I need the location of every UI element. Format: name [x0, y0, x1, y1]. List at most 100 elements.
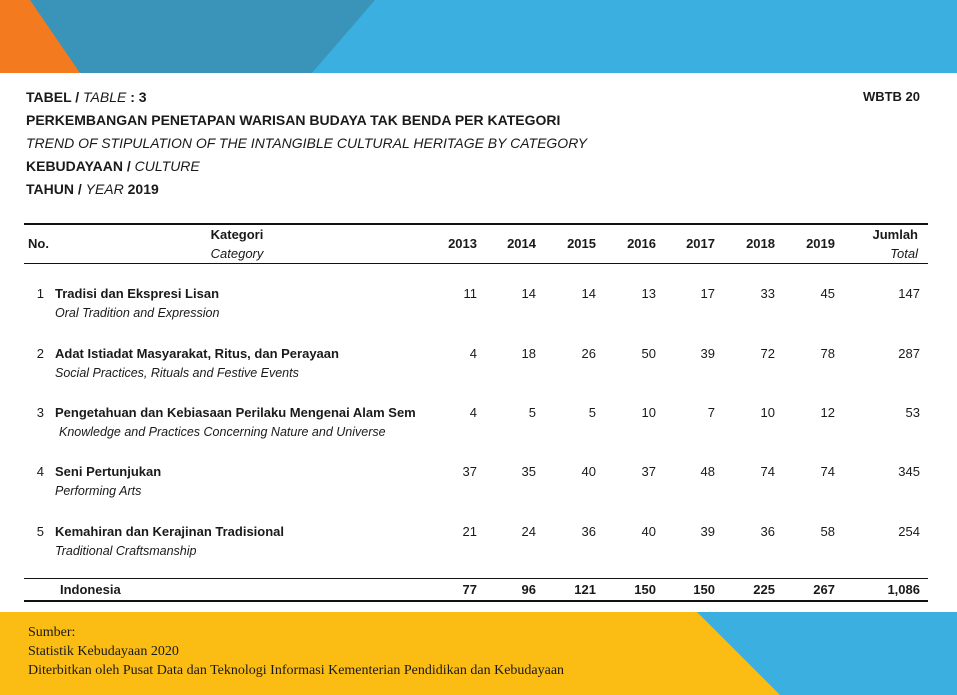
cell-value-2017: 39	[700, 346, 715, 361]
title-id: PERKEMBANGAN PENETAPAN WARISAN BUDAYA TA…	[26, 112, 561, 128]
cell-value-2018: 10	[760, 405, 775, 420]
cell-value-2014: 35	[521, 464, 536, 479]
col-header-category-en: Category	[210, 246, 264, 261]
footer-value-2015: 121	[574, 582, 596, 597]
col-header-year-2018: 2018	[746, 236, 775, 251]
cell-value-2015: 5	[588, 405, 596, 420]
col-header-year-2014: 2014	[507, 236, 536, 251]
footer-value-2019: 267	[813, 582, 835, 597]
category-name-id: Pengetahuan dan Kebiasaan Perilaku Menge…	[55, 405, 416, 420]
row-number: 2	[36, 346, 44, 361]
cell-value-2013: 37	[462, 464, 477, 479]
table-label-en: TABLE	[83, 89, 127, 105]
cell-value-2016: 10	[641, 405, 656, 420]
year-line: TAHUN / YEAR 2019	[26, 181, 159, 197]
footer-value-2013: 77	[462, 582, 477, 597]
category-name-id: Seni Pertunjukan	[55, 464, 162, 479]
cell-value-2013: 4	[469, 405, 477, 420]
year-label-en: YEAR	[85, 181, 124, 197]
cell-total: 53	[905, 405, 920, 420]
cell-value-2016: 37	[641, 464, 656, 479]
cell-value-2013: 21	[462, 524, 477, 539]
top-banner	[0, 0, 957, 73]
footer-total: 1,086	[887, 582, 920, 597]
table-footer-top-rule	[24, 578, 928, 579]
cell-total: 254	[898, 524, 920, 539]
table-number-line: TABEL / TABLE : 3	[26, 89, 147, 105]
source-label: Sumber:	[28, 625, 76, 640]
cell-value-2019: 45	[820, 286, 835, 301]
col-header-total-en: Total	[890, 246, 918, 261]
col-header-year-2015: 2015	[567, 236, 596, 251]
category-name-en: Traditional Craftsmanship	[55, 544, 197, 558]
category-name-en: Performing Arts	[55, 484, 142, 498]
cell-value-2018: 72	[760, 346, 775, 361]
table-bottom-rule	[24, 600, 928, 602]
cell-value-2013: 4	[469, 346, 477, 361]
domain-id: KEBUDAYAAN /	[26, 158, 131, 174]
cell-value-2014: 14	[521, 286, 536, 301]
source-line-1: Statistik Kebudayaan 2020	[28, 644, 179, 659]
category-name-id: Kemahiran dan Kerajinan Tradisional	[55, 524, 285, 539]
cell-value-2018: 36	[760, 524, 775, 539]
row-number: 1	[36, 286, 44, 301]
footer-value-2014: 96	[521, 582, 536, 597]
cell-value-2019: 58	[820, 524, 835, 539]
cell-value-2014: 24	[521, 524, 536, 539]
cell-value-2014: 5	[528, 405, 536, 420]
source-note: Sumber: Statistik Kebudayaan 2020 Diterb…	[28, 623, 564, 680]
category-name-id: Tradisi dan Ekspresi Lisan	[55, 286, 220, 301]
category-name-en: Social Practices, Rituals and Festive Ev…	[55, 366, 299, 380]
col-header-year-2017: 2017	[686, 236, 715, 251]
cell-total: 147	[898, 286, 920, 301]
col-header-total-id: Jumlah	[872, 227, 918, 242]
category-name-en: Knowledge and Practices Concerning Natur…	[59, 425, 386, 439]
cell-value-2018: 74	[760, 464, 775, 479]
row-number: 4	[36, 464, 44, 479]
table-number: : 3	[130, 89, 147, 105]
year-value: 2019	[127, 181, 159, 197]
footer-value-2018: 225	[753, 582, 775, 597]
col-header-no: No.	[28, 236, 49, 251]
cell-value-2015: 36	[581, 524, 596, 539]
cell-total: 287	[898, 346, 920, 361]
cell-value-2013: 11	[463, 286, 478, 301]
cell-value-2016: 50	[641, 346, 656, 361]
table-label-id: TABEL /	[26, 89, 80, 105]
cell-value-2017: 7	[707, 405, 715, 420]
category-name-en: Oral Tradition and Expression	[55, 306, 220, 320]
footer-label: Indonesia	[60, 582, 121, 597]
footer-value-2016: 150	[634, 582, 656, 597]
cell-value-2016: 40	[641, 524, 656, 539]
col-header-category-id: Kategori	[210, 227, 264, 242]
row-number: 3	[36, 405, 44, 420]
cell-value-2019: 12	[820, 405, 835, 420]
domain-en: CULTURE	[134, 158, 200, 174]
cell-value-2017: 17	[700, 286, 715, 301]
col-header-year-2013: 2013	[448, 236, 477, 251]
cell-value-2017: 39	[700, 524, 715, 539]
bottom-banner: Sumber: Statistik Kebudayaan 2020 Diterb…	[0, 612, 957, 695]
cell-value-2016: 13	[641, 286, 656, 301]
domain-line: KEBUDAYAAN / CULTURE	[26, 158, 200, 174]
cell-value-2015: 26	[581, 346, 596, 361]
row-number: 5	[36, 524, 44, 539]
category-name-id: Adat Istiadat Masyarakat, Ritus, dan Per…	[55, 346, 339, 361]
table-top-rule	[24, 223, 928, 225]
cell-value-2019: 74	[820, 464, 835, 479]
source-line-2: Diterbitkan oleh Pusat Data dan Teknolog…	[28, 663, 565, 678]
year-label-id: TAHUN /	[26, 181, 82, 197]
cell-value-2014: 18	[521, 346, 536, 361]
cell-total: 345	[898, 464, 920, 479]
cell-value-2019: 78	[820, 346, 835, 361]
col-header-year-2016: 2016	[627, 236, 656, 251]
cell-value-2017: 48	[700, 464, 715, 479]
table-code: WBTB 20	[862, 89, 920, 104]
footer-value-2017: 150	[693, 582, 715, 597]
table-header-rule	[24, 263, 928, 264]
cell-value-2015: 14	[581, 286, 596, 301]
col-header-year-2019: 2019	[806, 236, 835, 251]
cell-value-2015: 40	[581, 464, 596, 479]
cell-value-2018: 33	[760, 286, 775, 301]
title-en: TREND OF STIPULATION OF THE INTANGIBLE C…	[26, 135, 588, 151]
